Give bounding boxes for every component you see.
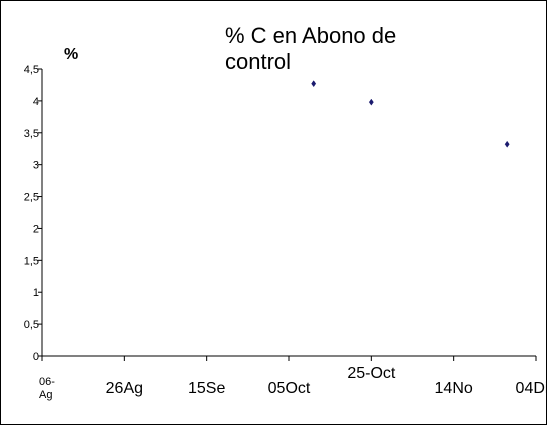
data-point-0 xyxy=(311,80,317,88)
x-tick-label: Ag xyxy=(39,389,52,401)
data-points xyxy=(311,80,510,148)
y-tick-label: 0,5 xyxy=(24,319,39,331)
x-tick-label: 25-Oct xyxy=(347,365,396,382)
x-tick-label: 26Ag xyxy=(106,380,143,397)
y-tick-label: 1,5 xyxy=(24,255,39,267)
x-tick-label: 04Dic xyxy=(516,380,546,397)
chart-title-line: control xyxy=(225,49,291,74)
y-tick-label: 1 xyxy=(33,287,39,299)
data-point-2 xyxy=(504,140,510,148)
y-tick-label: 3,5 xyxy=(24,128,39,140)
y-tick-label: 2 xyxy=(33,223,39,235)
x-axis-ticks: 06-Ag 26Ag 15Se 05Oct 25-Oct 14No 04Dic xyxy=(39,356,546,401)
y-tick-label: 3 xyxy=(33,160,39,172)
y-axis-label-text: % xyxy=(64,46,78,63)
y-tick-label: 2,5 xyxy=(24,192,39,204)
y-axis-label: % xyxy=(64,46,78,63)
chart-title-line: % C en Abono de xyxy=(225,23,396,48)
y-tick-label: 4 xyxy=(33,96,39,108)
x-tick-label: 06- xyxy=(39,376,55,388)
y-tick-label: 4,5 xyxy=(24,64,39,76)
x-tick-label: 14No xyxy=(435,380,473,397)
y-axis-ticks: 0 0,5 1 1,5 2 2,5 3 3,5 4 4,5 xyxy=(24,64,42,363)
y-tick-label: 0 xyxy=(33,351,39,363)
axes xyxy=(41,69,536,357)
x-tick-label: 05Oct xyxy=(268,380,311,397)
x-tick-label: 15Se xyxy=(188,380,225,397)
data-point-1 xyxy=(368,98,374,106)
